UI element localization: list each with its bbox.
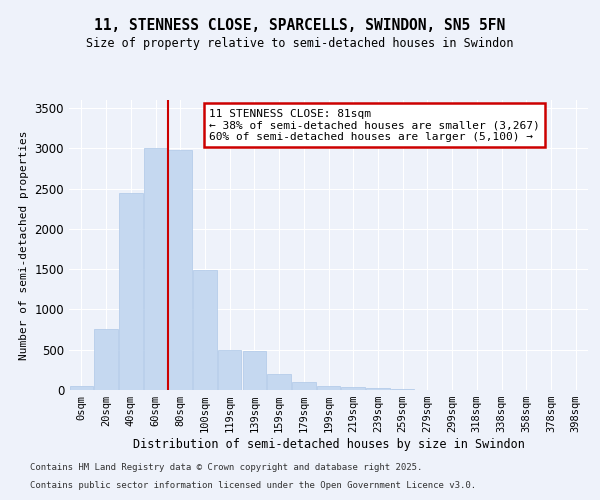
Bar (169, 150, 192, 390)
Text: Size of property relative to semi-detached houses in Swindon: Size of property relative to semi-detach… (86, 38, 514, 51)
Bar (218, 350, 241, 390)
Text: 11, STENNESS CLOSE, SPARCELLS, SWINDON, SN5 5FN: 11, STENNESS CLOSE, SPARCELLS, SWINDON, … (94, 18, 506, 32)
Bar (317, 386, 340, 390)
Bar (193, 270, 217, 390)
X-axis label: Distribution of semi-detached houses by size in Swindon: Distribution of semi-detached houses by … (133, 438, 524, 451)
Bar (94, 329, 118, 390)
Y-axis label: Number of semi-detached properties: Number of semi-detached properties (19, 130, 29, 360)
Text: Contains HM Land Registry data © Crown copyright and database right 2025.: Contains HM Land Registry data © Crown c… (30, 464, 422, 472)
Bar (366, 388, 389, 390)
Bar (292, 382, 316, 390)
Text: 11 STENNESS CLOSE: 81sqm
← 38% of semi-detached houses are smaller (3,267)
60% o: 11 STENNESS CLOSE: 81sqm ← 38% of semi-d… (209, 108, 540, 142)
Bar (70, 386, 93, 390)
Bar (144, 148, 167, 390)
Bar (119, 192, 143, 390)
Bar (268, 374, 291, 390)
Bar (242, 350, 266, 390)
Bar (341, 387, 365, 390)
Bar (391, 389, 415, 390)
Text: Contains public sector information licensed under the Open Government Licence v3: Contains public sector information licen… (30, 481, 476, 490)
